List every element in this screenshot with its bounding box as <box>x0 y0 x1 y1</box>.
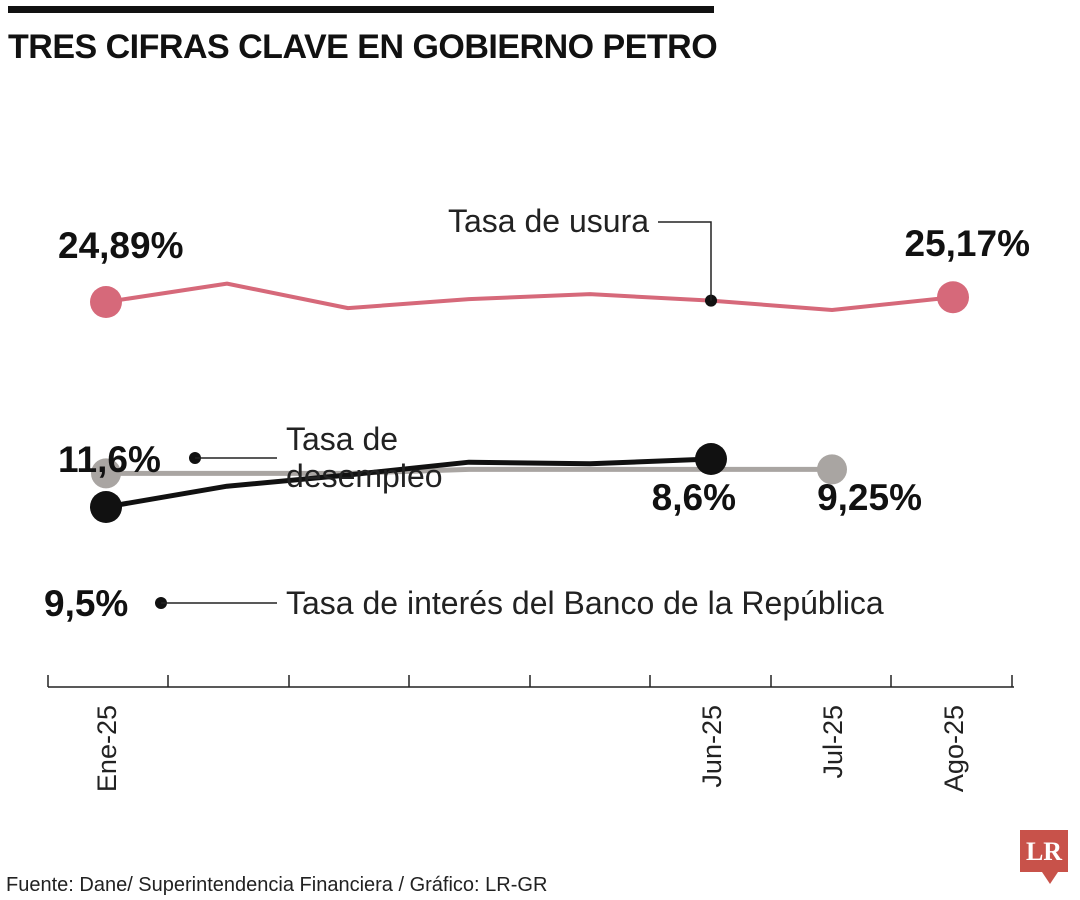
usura-series-name: Tasa de usura <box>448 203 649 239</box>
interes-series-name: Tasa de interés del Banco de la Repúblic… <box>286 585 884 621</box>
desempleo-start-label: 11,6% <box>58 439 161 480</box>
top-rule <box>8 6 714 13</box>
x-tick-label: Ago-25 <box>939 705 969 792</box>
interes-line <box>106 466 832 476</box>
lr-logo-tail <box>1042 872 1058 884</box>
interes-end-label: 9,25% <box>817 477 922 518</box>
usura-start-marker <box>90 286 122 318</box>
desempleo-series-name-line2: desempleo <box>286 458 443 494</box>
desempleo-end-label: 8,6% <box>652 477 736 518</box>
desempleo-series-name-line1: Tasa de <box>286 421 398 457</box>
usura-line <box>105 281 954 312</box>
x-tick-label: Jul-25 <box>818 705 848 779</box>
chart-title: TRES CIFRAS CLAVE EN GOBIERNO PETRO <box>8 28 718 66</box>
desempleo-line <box>105 456 712 510</box>
x-tick-label: Jun-25 <box>697 705 727 788</box>
desempleo-start-marker <box>90 491 122 523</box>
interes-end-marker <box>817 454 847 485</box>
x-tick-label: Ene-25 <box>92 705 122 792</box>
usura-end-marker <box>937 281 969 314</box>
usura-end-label: 25,17% <box>905 223 1031 264</box>
usura-callout-line <box>658 221 712 301</box>
interes-start-label: 9,5% <box>44 583 128 624</box>
interes-start-marker <box>91 458 121 489</box>
desempleo-end-marker <box>695 443 727 475</box>
source-note: Fuente: Dane/ Superintendencia Financier… <box>6 874 548 896</box>
lr-logo: LR <box>1020 830 1068 872</box>
usura-start-label: 24,89% <box>58 225 184 266</box>
